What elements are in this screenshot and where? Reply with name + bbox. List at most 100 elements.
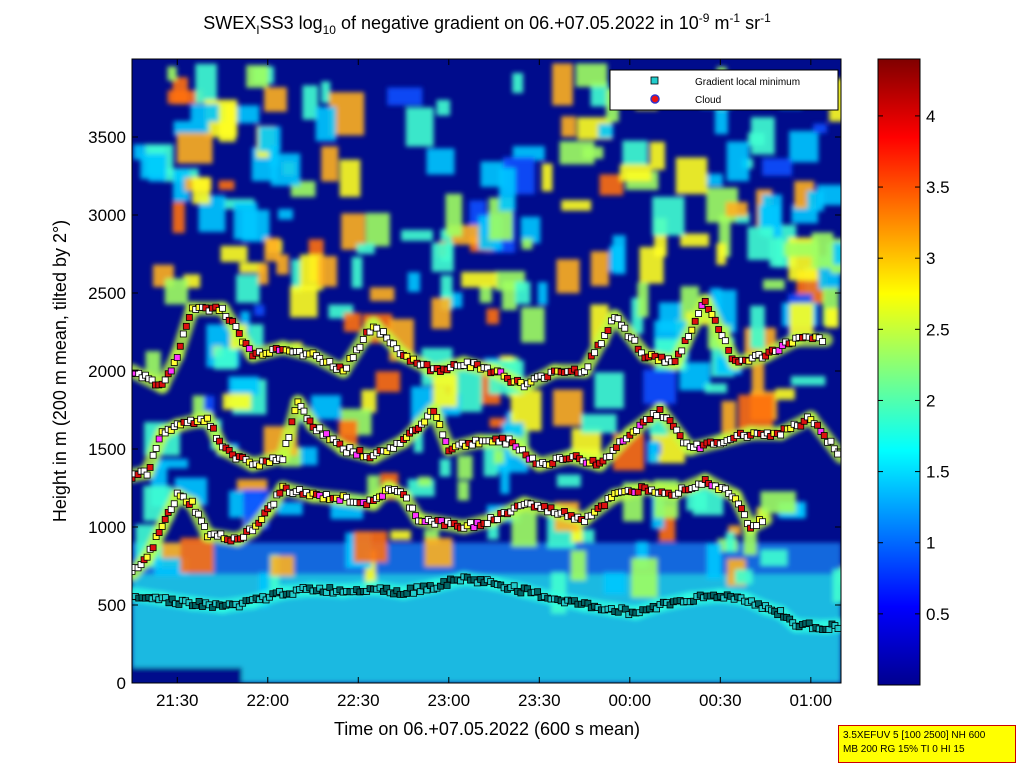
heat-cell <box>743 528 757 556</box>
heat-cell <box>220 245 248 262</box>
marker-point <box>316 424 324 432</box>
marker-point <box>143 471 151 479</box>
colorbar-tick-label: 3 <box>926 249 935 268</box>
colorbar-tick-label: 2 <box>926 391 935 410</box>
marker-point <box>671 357 679 365</box>
marker-point <box>232 323 240 330</box>
marker-point <box>161 516 169 523</box>
heat-cell <box>590 251 609 286</box>
marker-point <box>300 407 308 415</box>
marker-point <box>614 608 622 616</box>
heat-cell <box>218 103 236 142</box>
marker-point <box>748 597 755 605</box>
heat-cell <box>556 259 580 294</box>
heat-cell <box>571 522 583 543</box>
heat-cell <box>407 272 421 292</box>
heat-cell <box>728 525 741 536</box>
colorbar-gradient <box>877 58 921 686</box>
marker-point <box>614 315 622 323</box>
heat-cell <box>236 274 260 303</box>
x-axis-label: Time on 06.+07.05.2022 (600 s mean) <box>334 719 640 739</box>
heat-cell <box>167 66 177 81</box>
heat-cell <box>581 414 617 434</box>
heat-cell <box>750 117 775 155</box>
marker-point <box>656 406 664 413</box>
heat-cell <box>598 123 614 139</box>
heat-cell <box>369 287 395 301</box>
heat-cell <box>365 212 390 247</box>
heat-cell <box>714 109 728 135</box>
marker-point <box>167 367 175 375</box>
heat-cell <box>704 383 727 394</box>
marker-point <box>805 619 813 627</box>
heat-cell <box>365 550 376 593</box>
heat-cell <box>816 184 841 206</box>
heat-cell <box>559 141 595 165</box>
colorbar-tick-label: 4 <box>926 107 935 126</box>
heat-cell <box>172 201 185 234</box>
heat-cell <box>426 148 455 175</box>
heat-cell <box>619 164 652 182</box>
marker-point <box>834 625 841 632</box>
chart-title: SWEXISS3 log10 of negative gradient on 0… <box>203 11 771 37</box>
heat-cell <box>515 281 531 305</box>
heat-cell <box>521 307 545 343</box>
marker-point <box>410 589 417 597</box>
marker-point <box>483 520 491 527</box>
marker-point <box>673 426 681 434</box>
marker-point <box>194 510 202 518</box>
marker-point <box>825 626 833 633</box>
heat-cell <box>375 371 401 393</box>
marker-layer <box>132 297 841 633</box>
marker-point <box>715 326 723 333</box>
heat-cell <box>762 158 793 176</box>
marker-point <box>606 453 614 460</box>
heat-cell <box>353 531 388 563</box>
marker-point <box>240 533 248 541</box>
y-axis: 0 500 1000 1500 2000 2500 3000 3500 <box>88 128 841 693</box>
heat-cell <box>258 572 269 608</box>
heat-cell <box>631 297 644 334</box>
heat-cell <box>228 376 260 396</box>
colorbar-tick-label: 0.5 <box>926 605 950 624</box>
heat-cell <box>172 77 189 105</box>
heat-cell <box>782 242 820 257</box>
heat-cell <box>680 233 710 247</box>
marker-point <box>306 417 314 425</box>
heat-cell <box>235 105 260 124</box>
heat-cell <box>356 243 375 255</box>
marker-point <box>708 311 716 318</box>
marker-point <box>688 326 696 334</box>
heat-cell <box>173 121 209 136</box>
info-line-2: MB 200 RG 15% TI 0 HI 15 <box>843 744 965 755</box>
marker-point <box>258 516 266 523</box>
x-tick-label: 22:30 <box>337 691 380 710</box>
marker-point <box>443 581 451 589</box>
heat-cell <box>321 146 339 182</box>
marker-point <box>755 600 762 608</box>
heat-cell <box>164 278 188 305</box>
marker-point <box>143 553 151 561</box>
legend-box <box>609 69 839 111</box>
heat-cell <box>436 99 451 116</box>
marker-point <box>753 522 760 529</box>
heat-cell <box>521 238 533 250</box>
marker-point <box>827 437 835 445</box>
marker-point <box>149 451 157 459</box>
heat-cell <box>487 518 499 540</box>
heat-cell <box>575 63 608 87</box>
marker-point <box>423 361 431 369</box>
heat-cell <box>709 288 722 318</box>
marker-point <box>777 431 785 439</box>
heat-cell <box>561 116 577 138</box>
heat-cell <box>486 308 500 325</box>
legend-marker-gradient <box>650 76 659 85</box>
marker-point <box>173 354 181 361</box>
x-tick-label: 22:00 <box>246 691 289 710</box>
marker-point <box>439 431 447 439</box>
marker-point <box>510 582 518 590</box>
marker-point <box>738 505 745 512</box>
heat-cell <box>172 169 190 202</box>
heat-cell <box>390 530 411 541</box>
